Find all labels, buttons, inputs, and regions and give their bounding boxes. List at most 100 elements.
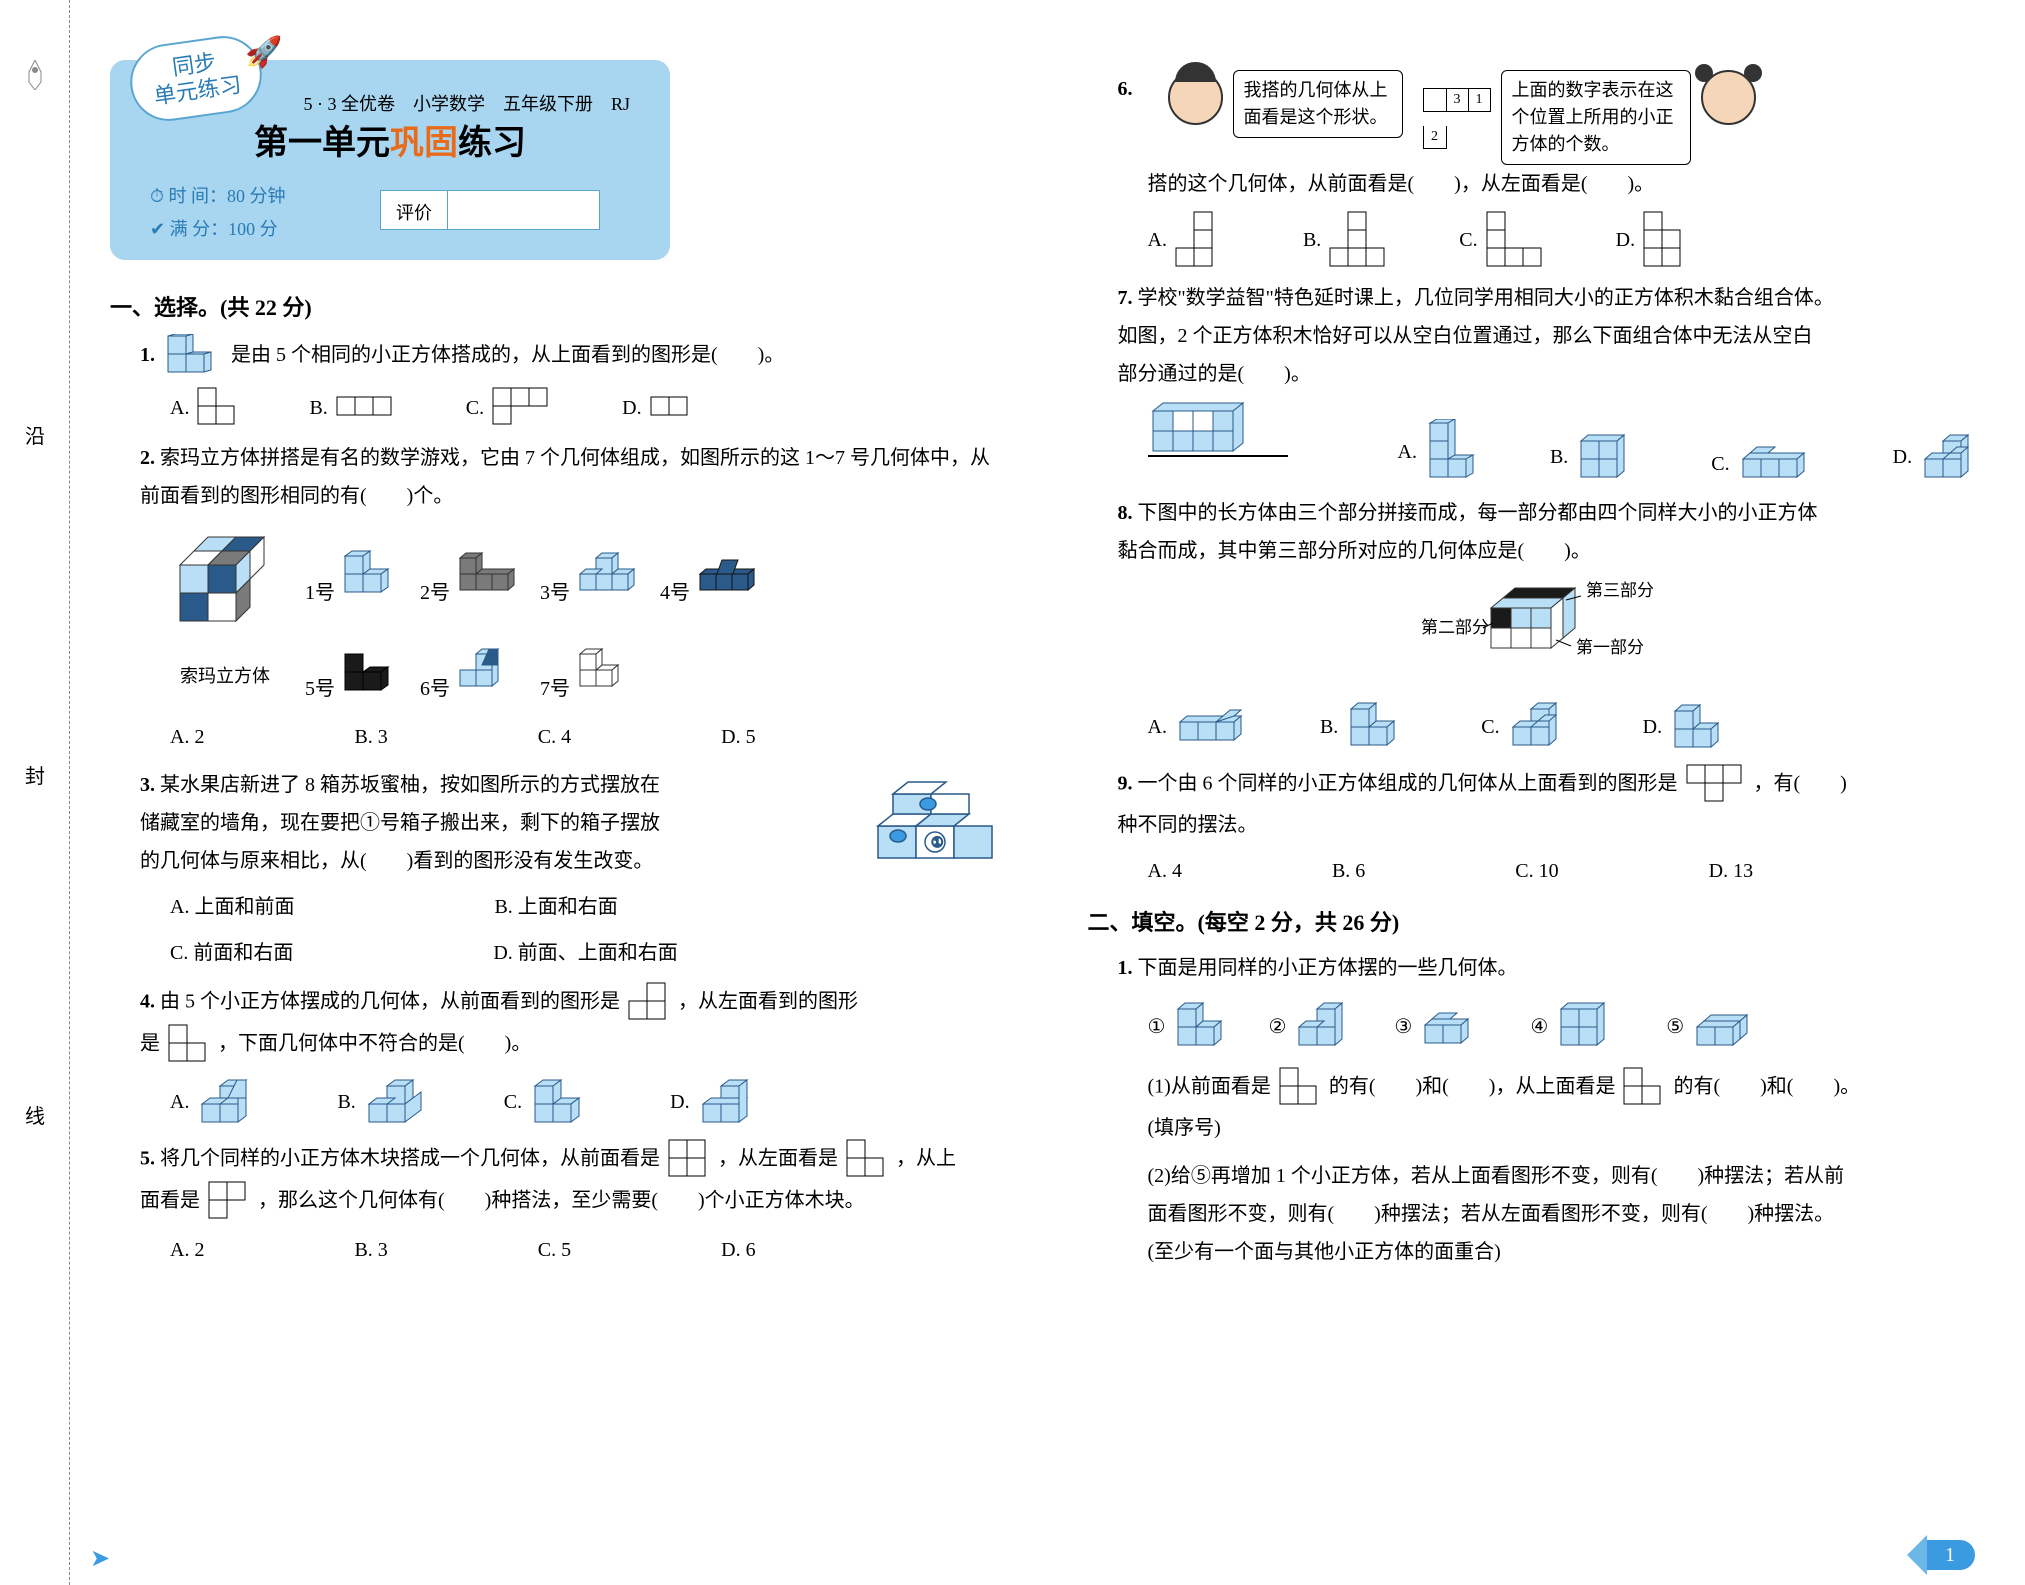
q4-front-icon [628, 982, 670, 1024]
q4-t2: ，从左面看到的图形 [678, 991, 858, 1013]
q7: 7. 学校"数学益智"特色延时课上，几位同学用相同大小的正方体积木黏合组合体。 … [1118, 279, 1986, 484]
q4-d-icon [698, 1074, 768, 1129]
q2-soma-label: 索玛立方体 [170, 659, 280, 693]
q8-l2: 黏合而成，其中第三部分所对应的几何体应是( )。 [1118, 540, 1591, 562]
header-series: 5 · 3 全优卷 小学数学 五年级下册 RJ [303, 90, 630, 116]
q2-shape3-icon [575, 549, 635, 599]
title-pre: 第一单元 [254, 124, 390, 162]
eval-box: 评价 [380, 190, 600, 230]
q6: 6. 我搭的几何体从上面看是这个形状。 31 2 上面的数字表示在这个位置上所用… [1118, 70, 1986, 269]
q9-t1: 一个由 6 个同样的小正方体组成的几何体从上面看到的图形是 [1138, 773, 1678, 795]
svg-text:①: ① [931, 836, 944, 851]
q3-c: C. 前面和右面 [170, 934, 293, 972]
q6-d: D. [1616, 221, 1635, 259]
q1-c-label: C. [466, 389, 484, 427]
q7-num: 7. [1118, 287, 1133, 309]
q9-a: A. 4 [1148, 852, 1182, 890]
eval-label: 评价 [381, 191, 448, 229]
q8-label2: 第三部分 [1586, 581, 1654, 600]
right-column: 6. 我搭的几何体从上面看是这个形状。 31 2 上面的数字表示在这个位置上所用… [1048, 0, 2025, 1585]
q3-num: 3. [140, 774, 155, 796]
q9: 9. 一个由 6 个同样的小正方体组成的几何体从上面看到的图形是 ，有( ) 种… [1118, 764, 1986, 890]
margin-char-1: 沿 [25, 420, 45, 449]
s2q1-l4: ④ [1530, 1008, 1548, 1046]
header-panel: 同步 单元练习 🚀 5 · 3 全优卷 小学数学 五年级下册 RJ 第一单元巩固… [110, 60, 670, 260]
q6-cell-2: 2 [1424, 126, 1446, 148]
q5-options: A. 2 B. 3 C. 5 D. 6 [170, 1231, 1008, 1269]
q3-options-1: A. 上面和前面 B. 上面和右面 [170, 888, 1008, 926]
q8-d-icon [1670, 699, 1730, 754]
q8-a: A. [1148, 708, 1167, 746]
s2q1-p1b: 的有( )和( )，从上面看是 [1329, 1076, 1616, 1098]
q6-b-icon [1329, 211, 1389, 269]
q9-t3: 种不同的摆法。 [1118, 814, 1258, 836]
q7-c: C. [1711, 445, 1729, 483]
q2-shape4-icon [695, 549, 755, 599]
q4-c: C. [504, 1083, 522, 1121]
q2-l4: 4号 [660, 582, 690, 604]
section-2-heading: 二、填空。(每空 2 分，共 26 分) [1088, 905, 1986, 937]
q3-l1: 某水果店新进了 8 箱苏坂蜜柚，按如图所示的方式摆放在 [160, 774, 660, 796]
q3-l2: 储藏室的墙角，现在要把①号箱子搬出来，剩下的箱子摆放 [140, 812, 660, 834]
q8-c: C. [1481, 708, 1499, 746]
q1-a-label: A. [170, 389, 189, 427]
q4-t4: ，下面几何体中不符合的是( )。 [218, 1033, 531, 1055]
q6-cell-1: 1 [1468, 89, 1490, 111]
q6-c-icon [1486, 211, 1546, 269]
q2-row1: 1号 2号 3号 4号 [170, 525, 1008, 635]
boy-face-icon [1168, 70, 1223, 125]
q2-l2: 2号 [420, 582, 450, 604]
q7-d: D. [1893, 438, 1912, 476]
q2-l5: 5号 [305, 678, 335, 700]
q8-label3: 第一部分 [1576, 638, 1644, 657]
q5-a: A. 2 [170, 1231, 204, 1269]
s2q1-fig3-icon [1420, 1005, 1490, 1050]
q8-a-icon [1175, 707, 1250, 747]
s2q1-l2: ② [1268, 1008, 1286, 1046]
s2q1-l1: ① [1148, 1008, 1166, 1046]
q8-num: 8. [1118, 502, 1133, 524]
q2-l1: 1号 [305, 582, 335, 604]
q8-d: D. [1643, 708, 1662, 746]
q5-b: B. 3 [354, 1231, 387, 1269]
q2-row2: 索玛立方体 5号 6号 7号 [170, 645, 1008, 708]
q2-d: D. 5 [721, 718, 755, 756]
s2q1-text: 下面是用同样的小正方体摆的一些几何体。 [1138, 957, 1518, 979]
q9-num: 9. [1118, 773, 1133, 795]
q2-num: 2. [140, 447, 155, 469]
q1-a-shape-icon [197, 387, 239, 429]
q6-b: B. [1303, 221, 1321, 259]
q8-b-icon [1346, 702, 1411, 752]
q3-l3: 的几何体与原来相比，从( )看到的图形没有发生改变。 [140, 850, 653, 872]
s2q1-p1d: (填序号) [1148, 1117, 1221, 1139]
soma-cube-icon [170, 525, 280, 635]
q3-options-2: C. 前面和右面 D. 前面、上面和右面 [170, 934, 1008, 972]
q5-t2: ，从左面看是 [718, 1148, 838, 1170]
s2q1-fig4-icon [1556, 1002, 1626, 1052]
q3-b: B. 上面和右面 [494, 888, 617, 926]
q4-t1: 由 5 个小正方体摆成的几何体，从前面看到的图形是 [160, 991, 620, 1013]
q4-a: A. [170, 1083, 189, 1121]
q4-t3: 是 [140, 1033, 160, 1055]
q1-figure-icon [163, 334, 223, 379]
q1-num: 1. [140, 344, 155, 366]
q5-left-icon [846, 1139, 888, 1181]
section-1-heading: 一、选择。(共 22 分) [110, 290, 1008, 322]
q9-d: D. 13 [1709, 852, 1753, 890]
rocket-margin-icon [25, 60, 45, 90]
s2q1-p1a: (1)从前面看是 [1148, 1076, 1271, 1098]
q3: 3. 某水果店新进了 8 箱苏坂蜜柚，按如图所示的方式摆放在 储藏室的墙角，现在… [140, 766, 1008, 972]
q2: 2. 索玛立方体拼搭是有名的数学游戏，它由 7 个几何体组成，如图所示的这 1～… [140, 439, 1008, 756]
q4: 4. 由 5 个小正方体摆成的几何体，从前面看到的图形是 ，从左面看到的图形 是… [140, 982, 1008, 1129]
q9-t2: ，有( ) [1754, 773, 1847, 795]
q5-num: 5. [140, 1148, 155, 1170]
q4-d: D. [670, 1083, 689, 1121]
q7-b: B. [1550, 438, 1568, 476]
s2q1-figs: ① ② ③ ④ ⑤ [1148, 1002, 1986, 1052]
q2-shape1-icon [340, 549, 395, 599]
q2-text: 索玛立方体拼搭是有名的数学游戏，它由 7 个几何体组成，如图所示的这 1～7 号… [140, 447, 990, 507]
title-post: 练习 [458, 124, 526, 162]
s2q1-p2b: 面看图形不变，则有( )种摆法；若从左面看图形不变，则有( )种摆法。 [1148, 1203, 1835, 1225]
q3-d: D. 前面、上面和右面 [493, 934, 677, 972]
q7-l2: 如图，2 个正方体积木恰好可以从空白位置通过，那么下面组合体中无法从空白 [1118, 325, 1813, 347]
